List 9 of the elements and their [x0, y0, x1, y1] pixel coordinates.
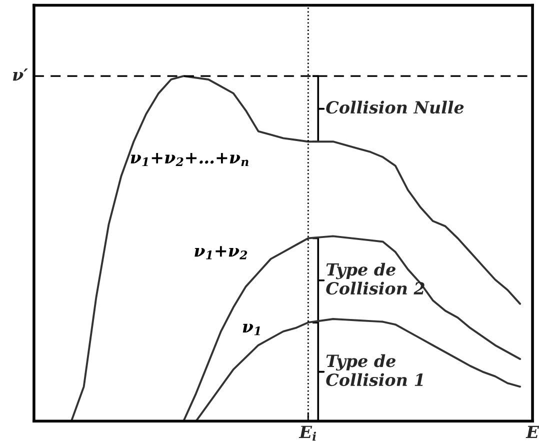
x-tick-label: E$_{i}$	[298, 426, 316, 441]
annotation: Type de Collision 2	[326, 262, 424, 295]
series-label: ν$_{1}$	[242, 324, 260, 336]
series-label: ν$_{1}$+ν$_{2}$	[194, 246, 248, 260]
annotation: Collision Nulle	[326, 100, 464, 114]
ref-line-label: ν′	[12, 68, 28, 81]
series-label: ν$_{1}$+ν$_{2}$+…+ν$_{n}$	[130, 152, 248, 166]
x-tick-label: E	[526, 426, 539, 438]
annotation: Type de Collision 1	[326, 354, 423, 386]
